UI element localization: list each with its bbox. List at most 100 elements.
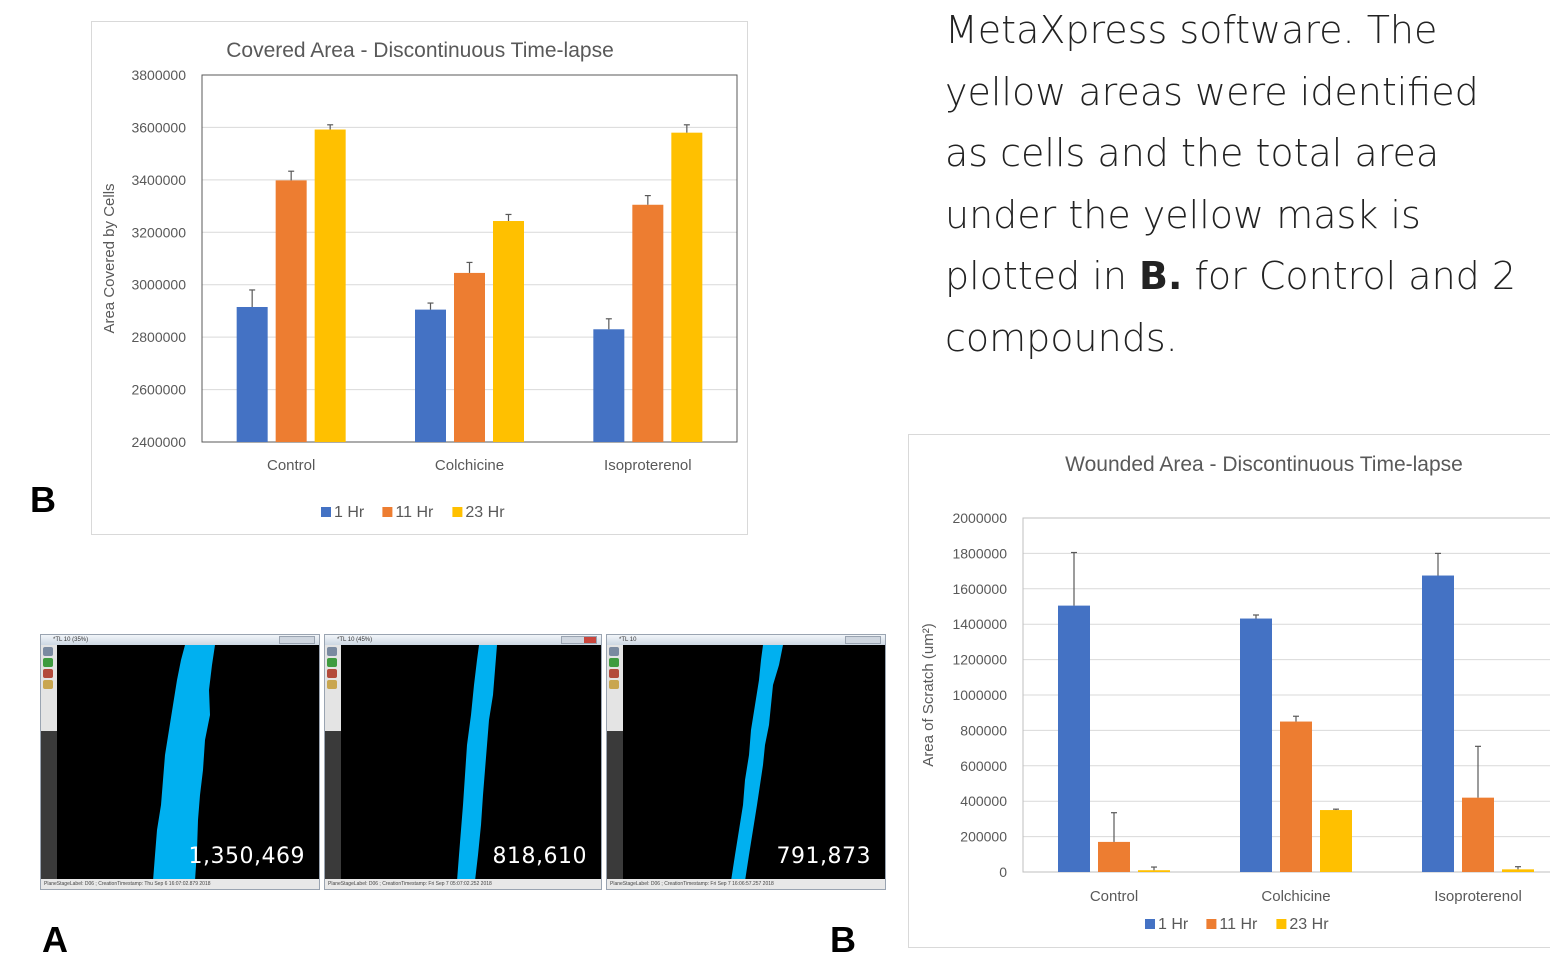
- mask-image: 1,350,469: [57, 645, 319, 879]
- covered-legend-swatch: [321, 507, 331, 517]
- description-line-5-b: B.: [1139, 254, 1183, 299]
- color-icon[interactable]: [609, 680, 619, 689]
- covered-category-label: Control: [267, 457, 315, 474]
- covered-bar: [493, 221, 524, 442]
- wounded-title: Wounded Area - Discontinuous Time-lapse: [1065, 453, 1463, 476]
- wounded-bar: [1138, 870, 1170, 872]
- zoom-icon[interactable]: [609, 647, 619, 656]
- wounded-ytick-label: 1200000: [952, 652, 1007, 668]
- scratch-mask: [457, 645, 497, 879]
- wounded-ytick-label: 1600000: [952, 581, 1007, 597]
- wounded-ytick-label: 400000: [960, 793, 1007, 809]
- window-controls[interactable]: [279, 636, 315, 644]
- covered-bar: [236, 306, 268, 442]
- wounded-bar: [1098, 841, 1130, 872]
- covered-legend-label: 23 Hr: [465, 504, 505, 521]
- wounded-ytick-label: 2000000: [952, 510, 1007, 526]
- covered-bar: [275, 180, 307, 443]
- wounded-ylabel: Area of Scratch (um²): [920, 623, 937, 766]
- window-scrollbar[interactable]: [325, 731, 341, 879]
- description-line-3: as cells and the total area: [945, 131, 1440, 176]
- mask-image: 791,873: [623, 645, 885, 879]
- window-status-bar: PlaneStageLabel: D06 ; CreationTimestamp…: [325, 879, 601, 889]
- description-line-1: MetaXpress software. The: [945, 8, 1438, 52]
- window-titlebar: *TL 10 (45%): [325, 635, 601, 645]
- covered-bar: [415, 309, 446, 442]
- covered-bar: [632, 204, 664, 442]
- mask-area-value: 1,350,469: [188, 844, 305, 869]
- globe-icon[interactable]: [327, 658, 337, 667]
- covered-ylabel: Area Covered by Cells: [101, 183, 118, 333]
- covered-ytick-label: 3000000: [131, 277, 186, 293]
- wounded-legend-swatch: [1206, 919, 1217, 929]
- description-line-5-c: for Control and 2: [1182, 254, 1517, 299]
- window-title: *TL 10: [619, 637, 637, 643]
- wounded-bar: [1280, 721, 1312, 872]
- covered-ytick-label: 2400000: [131, 434, 186, 450]
- image-window-1: *TL 10 (35%) 1,350,469 PlaneStageLabel: …: [40, 634, 320, 890]
- color-icon[interactable]: [327, 680, 337, 689]
- covered-area-chart-svg: Covered Area - Discontinuous Time-lapse 2…: [101, 39, 738, 521]
- covered-category-label: Colchicine: [435, 457, 504, 474]
- wounded-ytick-label: 800000: [960, 722, 1007, 738]
- panel-label-b-bottom: B: [830, 919, 856, 960]
- wounded-area-chart: Wounded Area - Discontinuous Time-lapse 0…: [908, 434, 1550, 948]
- covered-ytick-label: 2800000: [131, 329, 186, 345]
- wounded-bar: [1058, 605, 1090, 872]
- covered-category-label: Isoproterenol: [604, 457, 692, 474]
- description-line-4: under the yellow mask is: [945, 192, 1421, 237]
- wounded-bar: [1422, 575, 1454, 872]
- mask-area-value: 791,873: [776, 844, 871, 869]
- description-line-6: compounds.: [945, 315, 1178, 360]
- window-scrollbar[interactable]: [607, 731, 623, 879]
- wounded-ytick-label: 600000: [960, 758, 1007, 774]
- window-status-bar: PlaneStageLabel: D06 ; CreationTimestamp…: [607, 879, 885, 889]
- globe-icon[interactable]: [609, 658, 619, 667]
- window-controls[interactable]: [845, 636, 881, 644]
- covered-ytick-label: 3600000: [131, 119, 186, 135]
- covered-ytick-label: 3400000: [131, 172, 186, 188]
- film-icon[interactable]: [609, 669, 619, 678]
- film-icon[interactable]: [43, 669, 53, 678]
- covered-bar: [454, 272, 485, 442]
- panel-label-b-top: B: [30, 479, 56, 520]
- description-line-5: plotted in B. for Control and 2: [945, 246, 1545, 308]
- wounded-ytick-label: 0: [999, 864, 1007, 880]
- image-window-2: *TL 10 (45%) 818,610 PlaneStageLabel: D0…: [324, 634, 602, 890]
- covered-legend-swatch: [452, 507, 463, 517]
- covered-ytick-label: 2600000: [131, 382, 186, 398]
- covered-ytick-label: 3200000: [131, 224, 186, 240]
- wounded-ytick-label: 1000000: [952, 687, 1007, 703]
- film-icon[interactable]: [327, 669, 337, 678]
- covered-legend-label: 11 Hr: [395, 504, 434, 521]
- wounded-legend-swatch: [1276, 919, 1287, 929]
- image-window-3: *TL 10 791,873 PlaneStageLabel: D06 ; Cr…: [606, 634, 886, 890]
- covered-legend-swatch: [382, 507, 393, 517]
- wounded-area-chart-svg: Wounded Area - Discontinuous Time-lapse 0…: [920, 453, 1550, 933]
- wounded-legend-label: 1 Hr: [1158, 916, 1189, 933]
- globe-icon[interactable]: [43, 658, 53, 667]
- covered-title: Covered Area - Discontinuous Time-lapse: [226, 39, 614, 62]
- wounded-bar: [1462, 797, 1494, 872]
- zoom-icon[interactable]: [43, 647, 53, 656]
- wounded-bar: [1320, 810, 1352, 872]
- window-title: *TL 10 (45%): [337, 637, 373, 643]
- wounded-bar: [1240, 618, 1272, 872]
- covered-legend-label: 1 Hr: [334, 504, 365, 521]
- description-line-2: yellow areas were identified: [945, 69, 1479, 114]
- window-title: *TL 10 (35%): [53, 637, 89, 643]
- zoom-icon[interactable]: [327, 647, 337, 656]
- wounded-legend-swatch: [1145, 919, 1155, 929]
- window-controls[interactable]: [561, 636, 597, 644]
- panel-label-a: A: [42, 919, 68, 960]
- scratch-mask: [153, 645, 215, 879]
- window-scrollbar[interactable]: [41, 731, 57, 879]
- covered-ytick-label: 3800000: [131, 67, 186, 83]
- covered-bar: [593, 329, 625, 442]
- window-titlebar: *TL 10: [607, 635, 885, 645]
- color-icon[interactable]: [43, 680, 53, 689]
- wounded-category-label: Control: [1090, 888, 1138, 905]
- covered-area-chart: Covered Area - Discontinuous Time-lapse 2…: [91, 21, 748, 535]
- wounded-category-label: Colchicine: [1261, 888, 1330, 905]
- mask-area-value: 818,610: [492, 844, 587, 869]
